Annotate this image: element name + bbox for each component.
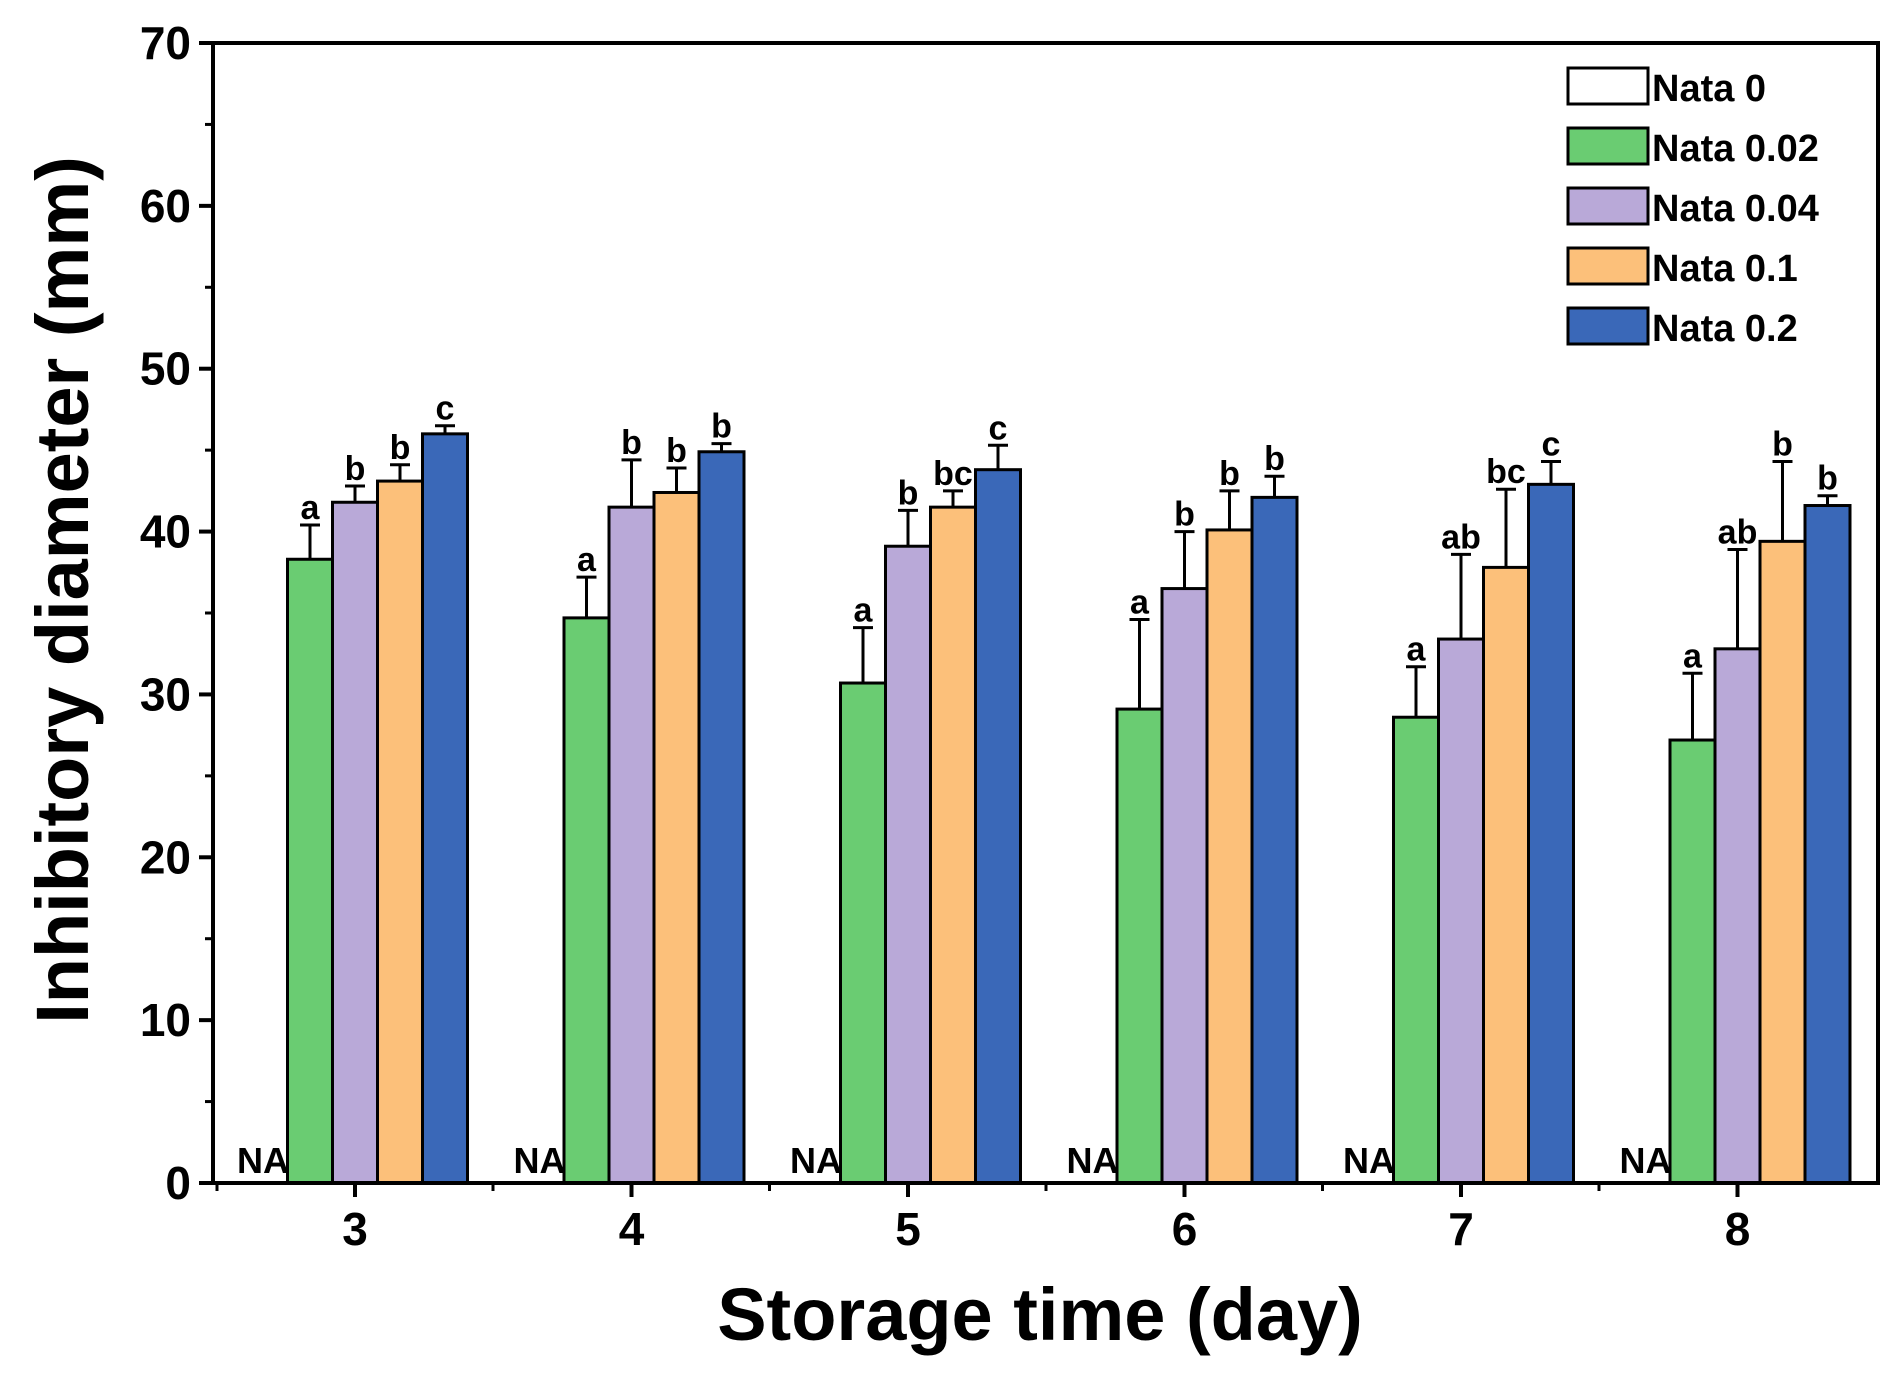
y-tick-label: 60 — [140, 180, 191, 232]
bar-Nata-0_04-day-5 — [884, 544, 932, 1185]
significance-label: b — [390, 429, 411, 467]
y-tick-label: 30 — [140, 668, 191, 720]
y-tick-label: 70 — [140, 17, 191, 69]
x-tick-label: 5 — [895, 1203, 921, 1255]
bar-Nata-0_1-day-6 — [1205, 528, 1254, 1185]
bar-Nata-0_2-day-5 — [974, 468, 1022, 1185]
na-label: NA — [237, 1140, 289, 1181]
legend-swatch — [1566, 126, 1650, 166]
significance-label: a — [854, 592, 874, 630]
bar-Nata-0_1-day-5 — [929, 505, 977, 1185]
bar-Nata-0_02-day-3 — [286, 557, 334, 1185]
na-label: NA — [1620, 1140, 1672, 1181]
legend-label: Nata 0.2 — [1652, 308, 1798, 350]
bar-Nata-0_1-day-7 — [1482, 565, 1530, 1185]
na-label: NA — [1067, 1140, 1119, 1181]
significance-label: b — [1264, 440, 1285, 478]
significance-label: a — [1683, 637, 1703, 675]
axes-layer: 0 10 20 30 40 50 60 70 3 4 5 6 7 8 — [140, 17, 1880, 1255]
bar-Nata-0_2-day-7 — [1527, 482, 1575, 1185]
significance-label: b — [1174, 496, 1195, 534]
significance-label: ab — [1441, 518, 1481, 556]
bar-Nata-0_04-day-8 — [1713, 647, 1762, 1185]
na-label: NA — [790, 1140, 842, 1181]
bar-Nata-0_02-day-6 — [1115, 707, 1164, 1185]
significance-label: b — [621, 424, 642, 462]
legend-swatch — [1566, 246, 1650, 286]
x-tick-label: 8 — [1725, 1203, 1751, 1255]
significance-label: c — [1542, 426, 1561, 464]
x-tick-label: 4 — [619, 1203, 645, 1255]
x-tick-label: 6 — [1172, 1203, 1198, 1255]
bar-Nata-0_2-day-4 — [697, 450, 746, 1185]
bar-Nata-0_2-day-3 — [421, 432, 469, 1185]
significance-label: a — [301, 489, 321, 527]
legend-label: Nata 0 — [1652, 68, 1766, 110]
x-tick-label: 7 — [1448, 1203, 1474, 1255]
y-axis-title: Inhibitory diameter (mm) — [21, 156, 104, 1024]
significance-label: b — [1219, 455, 1240, 493]
legend-label: Nata 0.04 — [1652, 188, 1819, 230]
significance-label: bc — [933, 455, 973, 493]
significance-label: a — [1130, 584, 1150, 622]
bar-Nata-0_04-day-6 — [1160, 587, 1209, 1185]
significance-label: c — [989, 409, 1008, 447]
bar-Nata-0_1-day-4 — [652, 490, 701, 1185]
significance-label: b — [345, 450, 366, 488]
bar-Nata-0_04-day-4 — [607, 505, 656, 1185]
bar-Nata-0_1-day-3 — [376, 479, 424, 1185]
bar-Nata-0_1-day-8 — [1758, 539, 1807, 1185]
bars-layer — [286, 424, 1852, 1185]
bar-Nata-0_02-day-4 — [562, 616, 611, 1185]
y-tick-label: 0 — [165, 1157, 191, 1209]
significance-label: a — [1407, 631, 1427, 669]
significance-label: a — [577, 541, 597, 579]
legend-swatch — [1566, 306, 1650, 346]
legend-swatch — [1566, 66, 1650, 106]
y-tick-label: 10 — [140, 994, 191, 1046]
na-label: NA — [514, 1140, 566, 1181]
bar-Nata-0_04-day-7 — [1437, 637, 1485, 1185]
significance-label: b — [666, 432, 687, 470]
y-tick-label: 50 — [140, 343, 191, 395]
bar-Nata-0_2-day-8 — [1803, 504, 1852, 1185]
significance-label: ab — [1718, 513, 1758, 551]
legend: Nata 0 Nata 0.02 Nata 0.04 Nata 0.1 Nata 0.2 — [1566, 66, 1819, 350]
bar-Nata-0_02-day-5 — [839, 681, 887, 1185]
na-label: NA — [1343, 1140, 1395, 1181]
significance-label: c — [436, 390, 455, 428]
significance-label: b — [898, 474, 919, 512]
y-tick-label: 40 — [140, 506, 191, 558]
legend-swatch — [1566, 186, 1650, 226]
significance-label: b — [711, 408, 732, 446]
significance-label: bc — [1486, 453, 1526, 491]
x-axis-title: Storage time (day) — [717, 1273, 1363, 1356]
significance-label: b — [1817, 460, 1838, 498]
y-tick-label: 20 — [140, 831, 191, 883]
bar-Nata-0_02-day-8 — [1668, 738, 1717, 1185]
significance-label: b — [1772, 426, 1793, 464]
legend-label: Nata 0.02 — [1652, 128, 1819, 170]
bar-Nata-0_2-day-6 — [1250, 495, 1299, 1185]
x-tick-label: 3 — [342, 1203, 368, 1255]
bar-Nata-0_02-day-7 — [1392, 715, 1440, 1185]
legend-label: Nata 0.1 — [1652, 248, 1798, 290]
bar-Nata-0_04-day-3 — [331, 500, 379, 1185]
